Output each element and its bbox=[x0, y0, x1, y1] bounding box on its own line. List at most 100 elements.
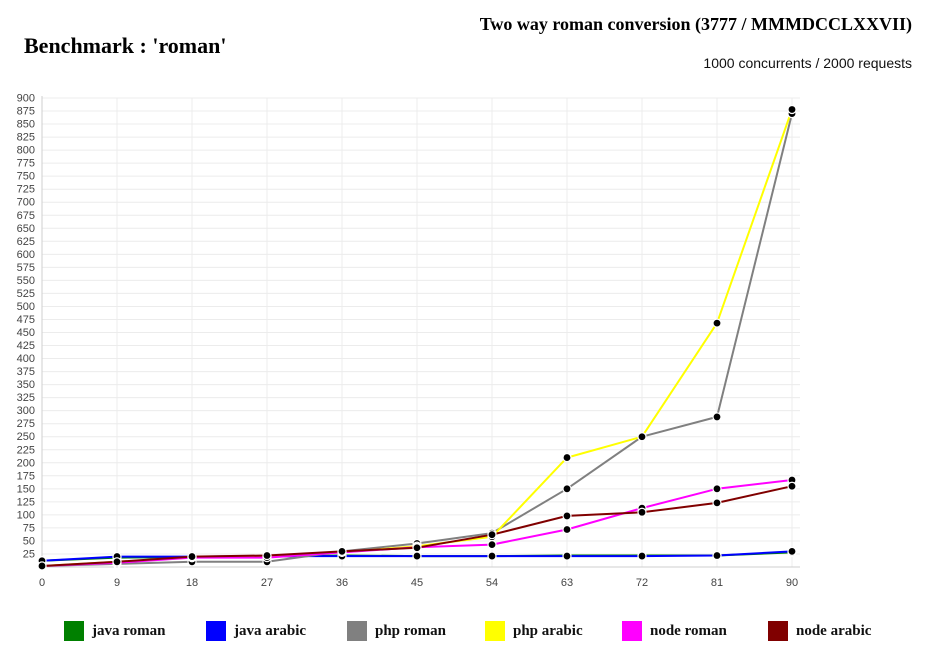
series-points bbox=[37, 104, 797, 571]
data-point-node-arabic bbox=[712, 498, 722, 508]
data-point-node-arabic bbox=[112, 557, 122, 567]
y-tick-label: 775 bbox=[17, 158, 35, 170]
y-tick-label: 650 bbox=[17, 223, 35, 235]
legend-swatch bbox=[768, 621, 788, 641]
data-point-java-arabic bbox=[637, 551, 647, 561]
data-point-php-roman bbox=[712, 412, 722, 422]
x-tick-label: 45 bbox=[411, 577, 423, 589]
y-tick-label: 625 bbox=[17, 236, 35, 248]
legend-label: php arabic bbox=[513, 622, 583, 639]
data-point-node-arabic bbox=[787, 481, 797, 491]
data-point-node-arabic bbox=[637, 507, 647, 517]
x-tick-label: 27 bbox=[261, 577, 273, 589]
x-tick-label: 81 bbox=[711, 577, 723, 589]
y-tick-label: 350 bbox=[17, 379, 35, 391]
y-tick-label: 675 bbox=[17, 210, 35, 222]
y-tick-label: 875 bbox=[17, 106, 35, 118]
line-chart: 2550751001251501752002252502753003253503… bbox=[17, 93, 800, 589]
y-tick-label: 25 bbox=[23, 548, 35, 560]
legend-item: php roman bbox=[347, 620, 446, 642]
legend-label: node roman bbox=[650, 622, 727, 639]
legend-item: php arabic bbox=[485, 620, 583, 642]
data-point-java-arabic bbox=[712, 550, 722, 561]
y-tick-label: 225 bbox=[17, 444, 35, 456]
legend-swatch bbox=[206, 621, 226, 641]
data-point-node-arabic bbox=[487, 530, 497, 540]
y-tick-label: 425 bbox=[17, 340, 35, 352]
data-point-java-arabic bbox=[787, 546, 797, 556]
y-tick-label: 300 bbox=[17, 405, 35, 417]
legend-label: php roman bbox=[375, 622, 447, 639]
data-point-php-arabic bbox=[712, 318, 722, 328]
y-tick-label: 50 bbox=[23, 535, 35, 547]
y-tick-label: 525 bbox=[17, 288, 35, 300]
data-point-node-arabic bbox=[187, 551, 197, 562]
data-point-php-roman bbox=[562, 484, 572, 494]
y-tick-label: 575 bbox=[17, 262, 35, 274]
x-tick-label: 18 bbox=[186, 577, 198, 589]
y-tick-label: 150 bbox=[17, 483, 35, 495]
y-tick-label: 75 bbox=[23, 522, 35, 534]
chart-title: Two way roman conversion (3777 / MMMDCCL… bbox=[479, 14, 912, 34]
legend-item: java arabic bbox=[206, 620, 306, 642]
y-tick-label: 850 bbox=[17, 119, 35, 131]
chart-axes bbox=[41, 96, 800, 568]
data-point-php-arabic bbox=[787, 104, 797, 115]
x-tick-label: 9 bbox=[114, 577, 120, 589]
y-tick-label: 900 bbox=[17, 93, 35, 105]
legend-swatch bbox=[347, 621, 367, 641]
y-tick-label: 825 bbox=[17, 132, 35, 144]
y-axis-tick-labels: 2550751001251501752002252502753003253503… bbox=[17, 93, 35, 561]
x-tick-label: 90 bbox=[786, 577, 798, 589]
y-tick-label: 800 bbox=[17, 145, 35, 157]
legend-item: java roman bbox=[64, 620, 165, 642]
legend-swatch bbox=[64, 621, 84, 641]
data-point-node-arabic bbox=[412, 543, 422, 553]
legend-swatch bbox=[622, 621, 642, 641]
y-tick-label: 325 bbox=[17, 392, 35, 404]
y-tick-label: 200 bbox=[17, 457, 35, 469]
data-point-node-arabic bbox=[37, 561, 47, 571]
y-tick-label: 100 bbox=[17, 509, 35, 521]
x-tick-label: 63 bbox=[561, 577, 573, 589]
data-point-java-arabic bbox=[562, 551, 572, 561]
data-point-node-roman bbox=[487, 539, 497, 550]
y-tick-label: 750 bbox=[17, 171, 35, 183]
x-tick-label: 72 bbox=[636, 577, 648, 589]
y-tick-label: 700 bbox=[17, 197, 35, 209]
y-tick-label: 250 bbox=[17, 431, 35, 443]
data-point-node-roman bbox=[562, 524, 572, 535]
y-tick-label: 175 bbox=[17, 470, 35, 482]
legend-label: java arabic bbox=[234, 622, 307, 639]
y-tick-label: 375 bbox=[17, 366, 35, 378]
x-axis-tick-labels: 0 9 18 27 36 45 54 63 72 81 90 bbox=[39, 577, 798, 589]
legend-swatch bbox=[485, 621, 505, 641]
data-point-java-arabic bbox=[487, 551, 497, 561]
y-tick-label: 500 bbox=[17, 301, 35, 313]
legend-item: node roman bbox=[622, 620, 727, 642]
data-point-node-roman bbox=[712, 484, 722, 494]
y-tick-label: 550 bbox=[17, 275, 35, 287]
chart-grid bbox=[41, 97, 800, 567]
data-point-node-arabic bbox=[337, 546, 347, 556]
legend-item: node arabic bbox=[768, 620, 871, 642]
x-tick-label: 36 bbox=[336, 577, 348, 589]
data-point-node-arabic bbox=[262, 550, 272, 561]
chart-legend: java roman java arabic php roman php arabic… bbox=[0, 620, 933, 642]
y-tick-label: 275 bbox=[17, 418, 35, 430]
x-tick-label: 0 bbox=[39, 577, 45, 589]
legend-label: node arabic bbox=[796, 622, 872, 639]
y-tick-label: 600 bbox=[17, 249, 35, 261]
y-tick-label: 475 bbox=[17, 314, 35, 326]
page-title: Benchmark : 'roman' bbox=[24, 33, 227, 58]
y-tick-label: 725 bbox=[17, 184, 35, 196]
x-tick-label: 54 bbox=[486, 577, 498, 589]
data-point-php-arabic bbox=[562, 452, 572, 463]
legend-label: java roman bbox=[92, 622, 166, 639]
data-point-php-arabic bbox=[637, 432, 647, 442]
y-tick-label: 400 bbox=[17, 353, 35, 365]
y-tick-label: 125 bbox=[17, 496, 35, 508]
data-point-java-arabic bbox=[412, 551, 422, 561]
y-tick-label: 450 bbox=[17, 327, 35, 339]
chart-subtitle: 1000 concurrents / 2000 requests bbox=[703, 55, 912, 71]
